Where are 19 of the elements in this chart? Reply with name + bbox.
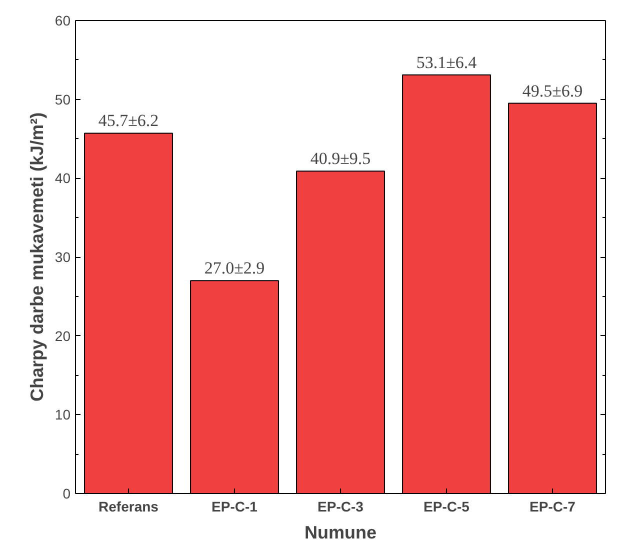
data-label: 40.9±9.5 bbox=[310, 149, 371, 168]
x-tick-label: EP-C-3 bbox=[318, 498, 364, 514]
x-tick-label: Referans bbox=[98, 498, 159, 514]
y-tick-label: 30 bbox=[54, 249, 71, 265]
data-label: 45.7±6.2 bbox=[98, 111, 159, 130]
data-label: 27.0±2.9 bbox=[204, 258, 265, 278]
x-tick-label: EP-C-1 bbox=[212, 498, 258, 514]
data-label: 53.1±6.4 bbox=[416, 52, 478, 72]
y-tick-label: 60 bbox=[54, 12, 71, 28]
y-tick-label: 20 bbox=[54, 328, 71, 344]
data-label: 49.5±6.9 bbox=[522, 81, 583, 100]
y-axis-title: Charpy darbe mukavemeti (kJ/m²) bbox=[26, 112, 47, 402]
x-tick-label: EP-C-5 bbox=[424, 498, 470, 514]
x-tick-label: EP-C-7 bbox=[530, 498, 576, 514]
y-tick-label: 10 bbox=[54, 406, 71, 423]
x-axis-title: Numune bbox=[304, 522, 376, 542]
y-tick-label: 0 bbox=[62, 486, 71, 502]
y-tick-label: 50 bbox=[54, 91, 71, 108]
y-tick-label: 40 bbox=[54, 170, 71, 186]
